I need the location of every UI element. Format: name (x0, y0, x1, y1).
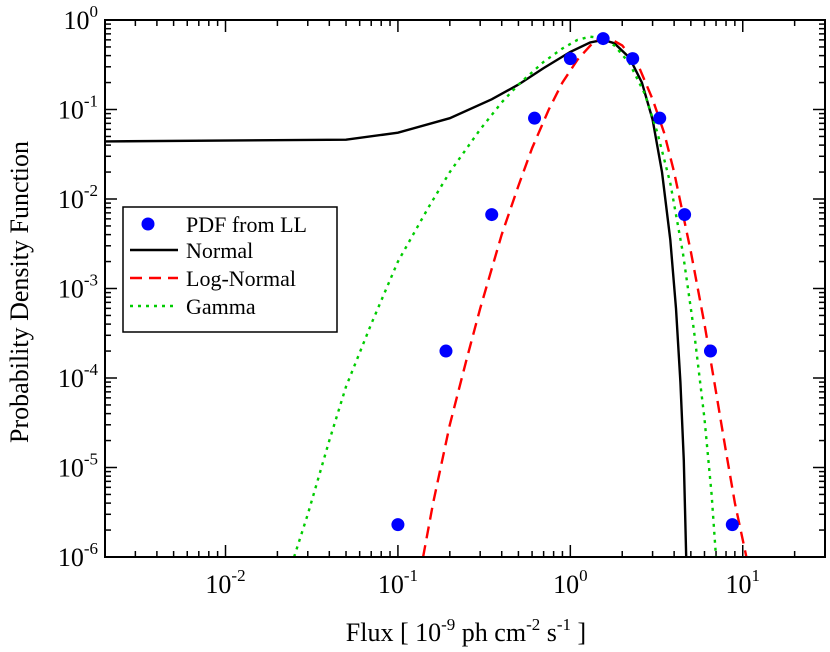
x-axis-title-main: Flux [ 10 (346, 618, 441, 647)
x-axis-title-bracket: ] (578, 618, 587, 647)
data-point (678, 208, 692, 222)
data-point (596, 32, 610, 46)
legend-label: PDF from LL (186, 212, 307, 237)
x-axis-title-exp2: -2 (526, 615, 540, 634)
x-tick-label: 100 (553, 566, 588, 599)
series-line-log-normal (421, 37, 748, 557)
data-point (391, 518, 405, 532)
y-tick-label: 10-4 (58, 360, 99, 393)
legend-marker (141, 217, 155, 231)
data-point (439, 344, 453, 358)
plot-frame (104, 19, 826, 558)
x-axis-title-exp3: -1 (557, 615, 571, 634)
legend-box (122, 206, 338, 333)
x-axis-title: Flux [ 10-9 ph cm-2 s-1 ] (346, 615, 586, 647)
x-axis-title-mid1: ph cm (455, 618, 526, 647)
y-tick-label: 100 (64, 2, 99, 35)
y-tick-label: 10-3 (58, 271, 98, 304)
data-point (725, 518, 739, 532)
series-line-gamma (292, 35, 718, 557)
x-axis-title-mid2: s (540, 618, 557, 647)
x-tick-label: 10-1 (378, 566, 418, 599)
x-axis-title-exp1: -9 (441, 615, 455, 634)
x-tick-label: 101 (725, 566, 760, 599)
tick-labels: 10-2 10-1 100 101 100 10-1 10-2 10-3 10-4 10-5 10-… (58, 2, 760, 599)
y-tick-label: 10-6 (58, 539, 98, 572)
legend-label: Gamma (186, 294, 256, 319)
data-point (485, 208, 499, 222)
data-point (563, 52, 577, 66)
y-tick-label: 10-2 (58, 181, 98, 214)
data-point (653, 111, 667, 125)
legend-label: Normal (186, 238, 253, 263)
data-point (703, 344, 717, 358)
data-point (528, 111, 542, 125)
series-layer (105, 32, 748, 557)
x-tick-label: 10-2 (205, 566, 245, 599)
y-tick-label: 10-5 (58, 450, 98, 483)
y-tick-label: 10-1 (58, 92, 98, 125)
y-axis-title: Probability Density Function (5, 141, 34, 443)
legend-label: Log-Normal (186, 266, 296, 291)
data-point (626, 52, 640, 66)
